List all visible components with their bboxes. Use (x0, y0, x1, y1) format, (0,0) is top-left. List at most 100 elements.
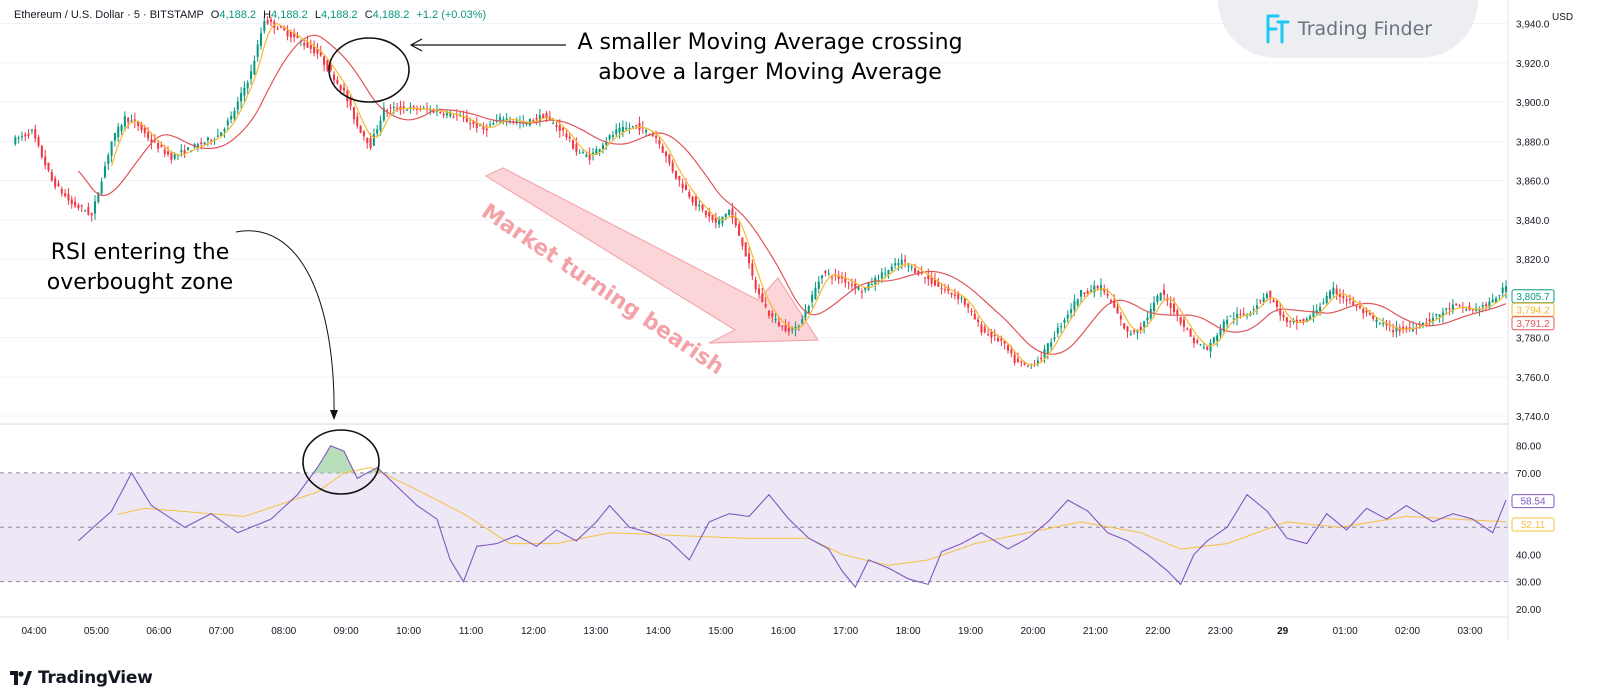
candle-body (1345, 299, 1348, 301)
candle-body (977, 319, 980, 323)
candle-body (469, 123, 472, 125)
candle-body (1441, 312, 1444, 317)
candle-body (645, 130, 648, 133)
candle-body (1299, 319, 1302, 321)
tradingview-logo[interactable]: TradingView (10, 668, 153, 688)
candle-body (1036, 360, 1039, 364)
candle-body (160, 144, 163, 147)
candle-body (904, 259, 907, 262)
candle-body (50, 172, 53, 181)
candle-body (1355, 305, 1358, 307)
price-tick-label: 3,780.0 (1516, 334, 1550, 345)
candle-body (233, 110, 236, 119)
candles (14, 16, 1508, 369)
candle-body (1375, 319, 1378, 323)
candle-body (1199, 344, 1202, 346)
candle-body (416, 108, 419, 110)
candle-body (402, 106, 405, 109)
candle-body (515, 120, 518, 122)
candle-body (1129, 333, 1132, 335)
candle-body (1242, 313, 1245, 315)
candle-body (200, 142, 203, 145)
candle-body (206, 137, 209, 141)
candle-body (482, 126, 485, 130)
candle-body (957, 292, 960, 299)
candle-body (585, 154, 588, 157)
candle-body (1116, 306, 1119, 314)
candle-body (429, 109, 432, 111)
candle-body (70, 199, 73, 205)
candle-body (1405, 327, 1408, 329)
candle-body (572, 140, 575, 149)
candle-body (1103, 288, 1106, 293)
candle-body (259, 33, 263, 46)
candle-body (591, 152, 595, 155)
candle-body (635, 125, 638, 127)
candle-body (246, 82, 249, 89)
candle-body (840, 276, 844, 279)
candle-body (47, 162, 50, 171)
currency-label[interactable]: USD (1552, 12, 1574, 23)
time-tick-label: 06:00 (146, 626, 171, 637)
candle-body (777, 321, 780, 327)
candle-body (489, 124, 492, 126)
candle-body (631, 125, 634, 127)
candle-body (797, 326, 800, 328)
candle-body (382, 107, 385, 121)
candle-body (724, 214, 727, 217)
candle-body (1050, 342, 1053, 347)
candle-body (701, 204, 704, 210)
price-value-label: 3,791.2 (1511, 316, 1555, 331)
candle-body (74, 201, 77, 207)
candle-body (435, 110, 438, 112)
candle-body (1481, 305, 1484, 307)
candle-body (688, 191, 691, 197)
candle-body (542, 114, 545, 119)
candle-body (824, 270, 827, 274)
candle-body (1056, 327, 1059, 334)
candle-body (1010, 349, 1013, 354)
price-tick-label: 3,940.0 (1516, 20, 1550, 31)
candle-body (914, 268, 917, 273)
ma-cross-annotation: A smaller Moving Average crossing above … (560, 28, 980, 88)
candle-body (814, 287, 817, 299)
time-tick-label: 01:00 (1333, 626, 1358, 637)
candle-body (1209, 342, 1212, 352)
candle-body (1285, 317, 1288, 323)
candle-body (940, 287, 943, 289)
rsi-value-label: 58.54 (1511, 494, 1555, 509)
candle-body (44, 156, 47, 166)
time-tick-label: 23:00 (1208, 626, 1233, 637)
candle-body (1501, 287, 1504, 293)
candle-body (983, 327, 986, 333)
candle-body (1149, 308, 1152, 319)
candle-body (1255, 305, 1259, 309)
svg-text:3,805.7: 3,805.7 (1516, 292, 1550, 303)
time-tick-label: 10:00 (396, 626, 421, 637)
candle-body (804, 309, 807, 318)
candle-body (831, 277, 834, 279)
candle-body (359, 125, 362, 133)
candle-body (668, 154, 671, 164)
candle-body (1292, 320, 1295, 323)
candle-body (419, 108, 422, 110)
symbol-label[interactable]: Ethereum / U.S. Dollar · 5 · BITSTAMP (14, 9, 204, 21)
candle-body (1265, 293, 1268, 298)
candle-body (452, 116, 455, 118)
open-value: 4,188.2 (219, 9, 257, 21)
candle-body (502, 119, 505, 122)
candle-body (1352, 301, 1355, 306)
candle-body (821, 275, 824, 279)
candle-body (1159, 292, 1162, 301)
candle-body (1259, 300, 1262, 302)
candle-body (1172, 303, 1176, 312)
symbol-header[interactable]: Ethereum / U.S. Dollar · 5 · BITSTAMP O4… (14, 9, 486, 21)
time-tick-label: 29 (1277, 626, 1289, 637)
candle-body (1498, 295, 1501, 297)
candle-body (1275, 301, 1278, 307)
time-axis[interactable]: 04:00 05:00 06:00 07:00 08:00 09:00 10:00 11:00… (21, 626, 1482, 637)
candle-body (674, 170, 678, 179)
candle-body (757, 288, 761, 295)
